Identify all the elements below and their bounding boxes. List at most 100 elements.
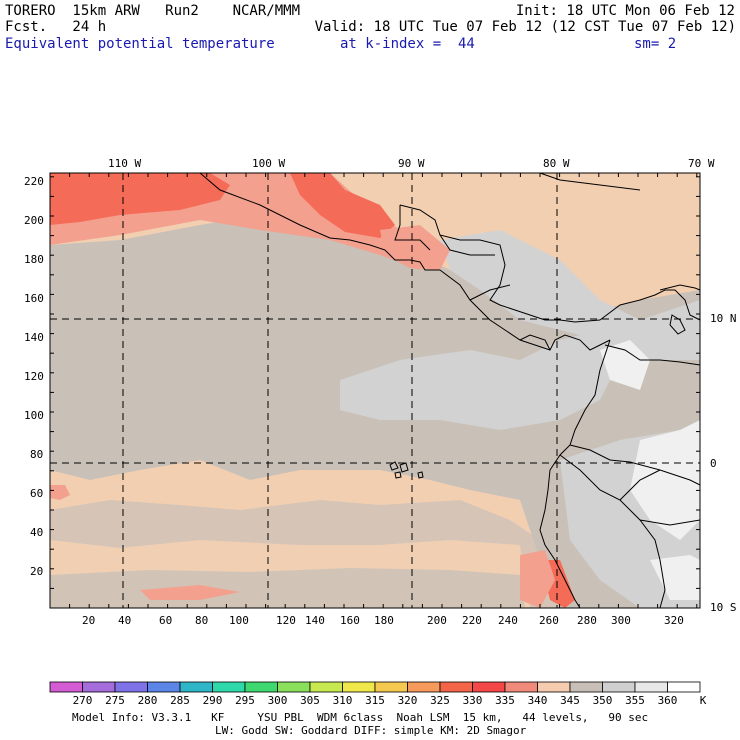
coastline-venezuela: [659, 284, 701, 291]
border-interior-5: [639, 519, 701, 526]
colorbar-tick-label: 305: [300, 694, 320, 707]
lon-label-100w: 100 W: [252, 157, 286, 170]
colorbar-swatch: [569, 681, 603, 693]
colorbar-tick-label: 320: [397, 694, 418, 707]
white-region-north: [600, 340, 650, 390]
colorbar-tick-label: 330: [462, 694, 483, 707]
salmon-region-peru: [520, 550, 555, 608]
colorbar-swatch: [114, 681, 148, 693]
x-tick-label: 60: [159, 614, 173, 627]
axis-ticks: [50, 173, 700, 608]
colorbar-tick-label: 295: [235, 694, 255, 707]
x-tick-label: 280: [577, 614, 597, 627]
light-gray-region-center: [340, 330, 620, 430]
colorbar-tick-label: 280: [137, 694, 158, 707]
colorbar-swatch: [374, 681, 408, 693]
colorbar-swatch: [602, 681, 636, 693]
coastline-mexico: [199, 172, 440, 271]
lon-label-110w: 110 W: [108, 157, 142, 170]
x-tick-label: 100: [229, 614, 249, 627]
y-tick-label: 160: [24, 292, 44, 305]
y-tick-label: 80: [30, 448, 44, 461]
y-tick-label: 100: [24, 409, 44, 422]
colorbar-swatch: [212, 681, 246, 693]
colorbar-tick-label: 360: [657, 694, 678, 707]
header-title-line: TORERO 15km ARW Run2 NCAR/MMM: [5, 3, 301, 19]
y-tick-label: 220: [24, 175, 44, 188]
colorbar-tick-label: 340: [527, 694, 548, 707]
colorbar-tick-label: 300: [267, 694, 288, 707]
coastline-northern-sa: [599, 289, 701, 321]
y-tick-label: 40: [30, 526, 44, 539]
map-frame: [49, 172, 701, 609]
colorbar-tick-label: 285: [170, 694, 190, 707]
x-tick-label: 140: [305, 614, 325, 627]
colorbar: [49, 681, 701, 693]
colorbar-tick-label: 335: [495, 694, 515, 707]
y-tick-label: 60: [30, 487, 44, 500]
x-tick-label: 260: [539, 614, 559, 627]
colorbar-swatch: [634, 681, 668, 693]
model-info-line: Model Info: V3.3.1 KF YSU PBL WDM 6class…: [72, 711, 649, 724]
x-tick-label: 120: [276, 614, 296, 627]
x-tick-label: 240: [498, 614, 518, 627]
colorbar-tick-label: 275: [105, 694, 125, 707]
colorbar-tick-label: 315: [365, 694, 385, 707]
lat-label-10n: 10 N: [710, 312, 737, 325]
colorbar-swatch: [439, 681, 473, 693]
red-region-mexico-coast: [290, 173, 395, 238]
colorbar-swatch: [147, 681, 181, 693]
lon-label-90w: 90 W: [398, 157, 425, 170]
salmon-patch-west: [50, 485, 70, 500]
y-tick-label: 120: [24, 370, 44, 383]
gray-band-bottom: [50, 568, 525, 608]
header-forecast-line: Fcst. 24 h: [5, 19, 107, 35]
coastline-cuba: [539, 172, 641, 191]
salmon-patch-southwest: [140, 585, 240, 600]
coastline-galapagos-3: [394, 471, 402, 479]
y-tick-label: 140: [24, 331, 44, 344]
colorbar-unit: K: [699, 694, 707, 707]
y-tick-label: 20: [30, 565, 44, 578]
border-honduras: [439, 234, 495, 256]
colorbar-swatch: [49, 681, 83, 693]
colorbar-tick-label: 355: [625, 694, 645, 707]
colorbar-swatch: [504, 681, 538, 693]
x-tick-label: 200: [427, 614, 447, 627]
coastline-caribbean: [399, 204, 601, 323]
coastline-galapagos-1: [389, 461, 399, 471]
smoothing-info: sm= 2: [634, 36, 677, 52]
lat-label-0: 0: [710, 457, 717, 470]
coastline-central-america: [439, 269, 611, 351]
colorbar-tick-label: 350: [592, 694, 613, 707]
y-tick-label: 180: [24, 253, 44, 266]
red-region-northwest-core: [50, 173, 230, 225]
colorbar-swatch: [179, 681, 213, 693]
x-tick-label: 300: [611, 614, 631, 627]
x-tick-label: 80: [195, 614, 209, 627]
colorbar-tick-label: 310: [332, 694, 353, 707]
border-nicaragua: [469, 284, 511, 301]
coastline-south-america-west: [539, 339, 611, 609]
lon-label-80w: 80 W: [543, 157, 570, 170]
colorbar-swatch: [277, 681, 311, 693]
y-tick-label: 200: [24, 214, 44, 227]
x-tick-label: 320: [664, 614, 684, 627]
colorbar-swatch: [309, 681, 343, 693]
x-tick-label: 20: [82, 614, 96, 627]
field-name: Equivalent potential temperature: [5, 36, 275, 52]
coastline-galapagos-4: [417, 471, 424, 479]
colorbar-swatch: [244, 681, 278, 693]
x-tick-label: 180: [374, 614, 394, 627]
colorbar-swatch: [342, 681, 376, 693]
border-guatemala: [394, 205, 431, 251]
coastlines: [199, 172, 701, 609]
lon-label-70w: 70 W: [688, 157, 715, 170]
light-gray-region-northeast: [440, 230, 700, 360]
x-tick-label: 160: [340, 614, 360, 627]
physics-info-line: LW: Godd SW: Goddard DIFF: simple KM: 2D…: [215, 724, 527, 737]
colorbar-tick-label: 290: [202, 694, 223, 707]
colorbar-swatch: [537, 681, 571, 693]
lat-label-10s: 10 S: [710, 601, 737, 614]
